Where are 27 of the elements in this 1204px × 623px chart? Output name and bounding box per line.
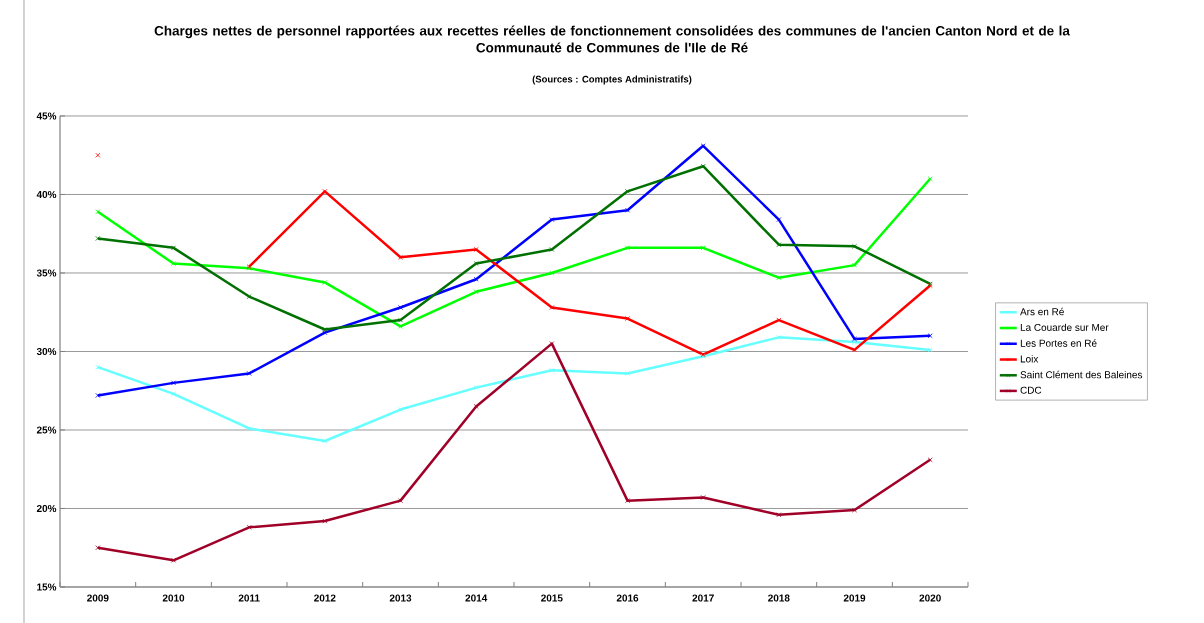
x-tick-label: 2014 xyxy=(465,594,488,602)
x-tick-label: 2020 xyxy=(919,594,941,602)
legend-label: Ars en Ré xyxy=(1020,307,1064,316)
chart-subtitle: (Sources : Comptes Administratifs) xyxy=(532,75,692,85)
legend-label: Les Portes en Ré xyxy=(1020,339,1097,347)
y-tick-label: 20% xyxy=(36,504,57,513)
x-tick-label: 2009 xyxy=(87,594,109,602)
x-tick-label: 2012 xyxy=(314,594,336,602)
y-tick-label: 35% xyxy=(36,269,57,277)
x-tick-label: 2013 xyxy=(389,594,412,602)
chart-title: Charges nettes de personnel rapportées aux recettes réelles de fonctionnement consolidées des communes de l'ancien Canton Nord et de la Communauté de Communes de l'Ile de Ré xyxy=(154,25,1070,53)
legend-label: La Couarde sur Mer xyxy=(1020,323,1109,331)
x-tick-label: 2010 xyxy=(162,594,185,602)
y-tick-label: 25% xyxy=(36,426,57,434)
legend-label: Loix xyxy=(1020,355,1039,363)
x-tick-label: 2015 xyxy=(541,594,563,602)
y-tick-label: 40% xyxy=(36,190,57,199)
legend-label: Saint Clément des Baleines xyxy=(1020,370,1143,379)
y-tick-label: 15% xyxy=(37,583,57,591)
x-tick-label: 2017 xyxy=(692,594,714,602)
y-tick-label: 45% xyxy=(36,112,57,120)
x-tick-label: 2019 xyxy=(843,594,866,602)
y-tick-label: 30% xyxy=(36,347,57,356)
legend-label: CDC xyxy=(1020,386,1042,394)
x-tick-label: 2018 xyxy=(768,594,790,602)
x-tick-label: 2016 xyxy=(616,594,639,602)
x-tick-label: 2011 xyxy=(238,594,260,602)
